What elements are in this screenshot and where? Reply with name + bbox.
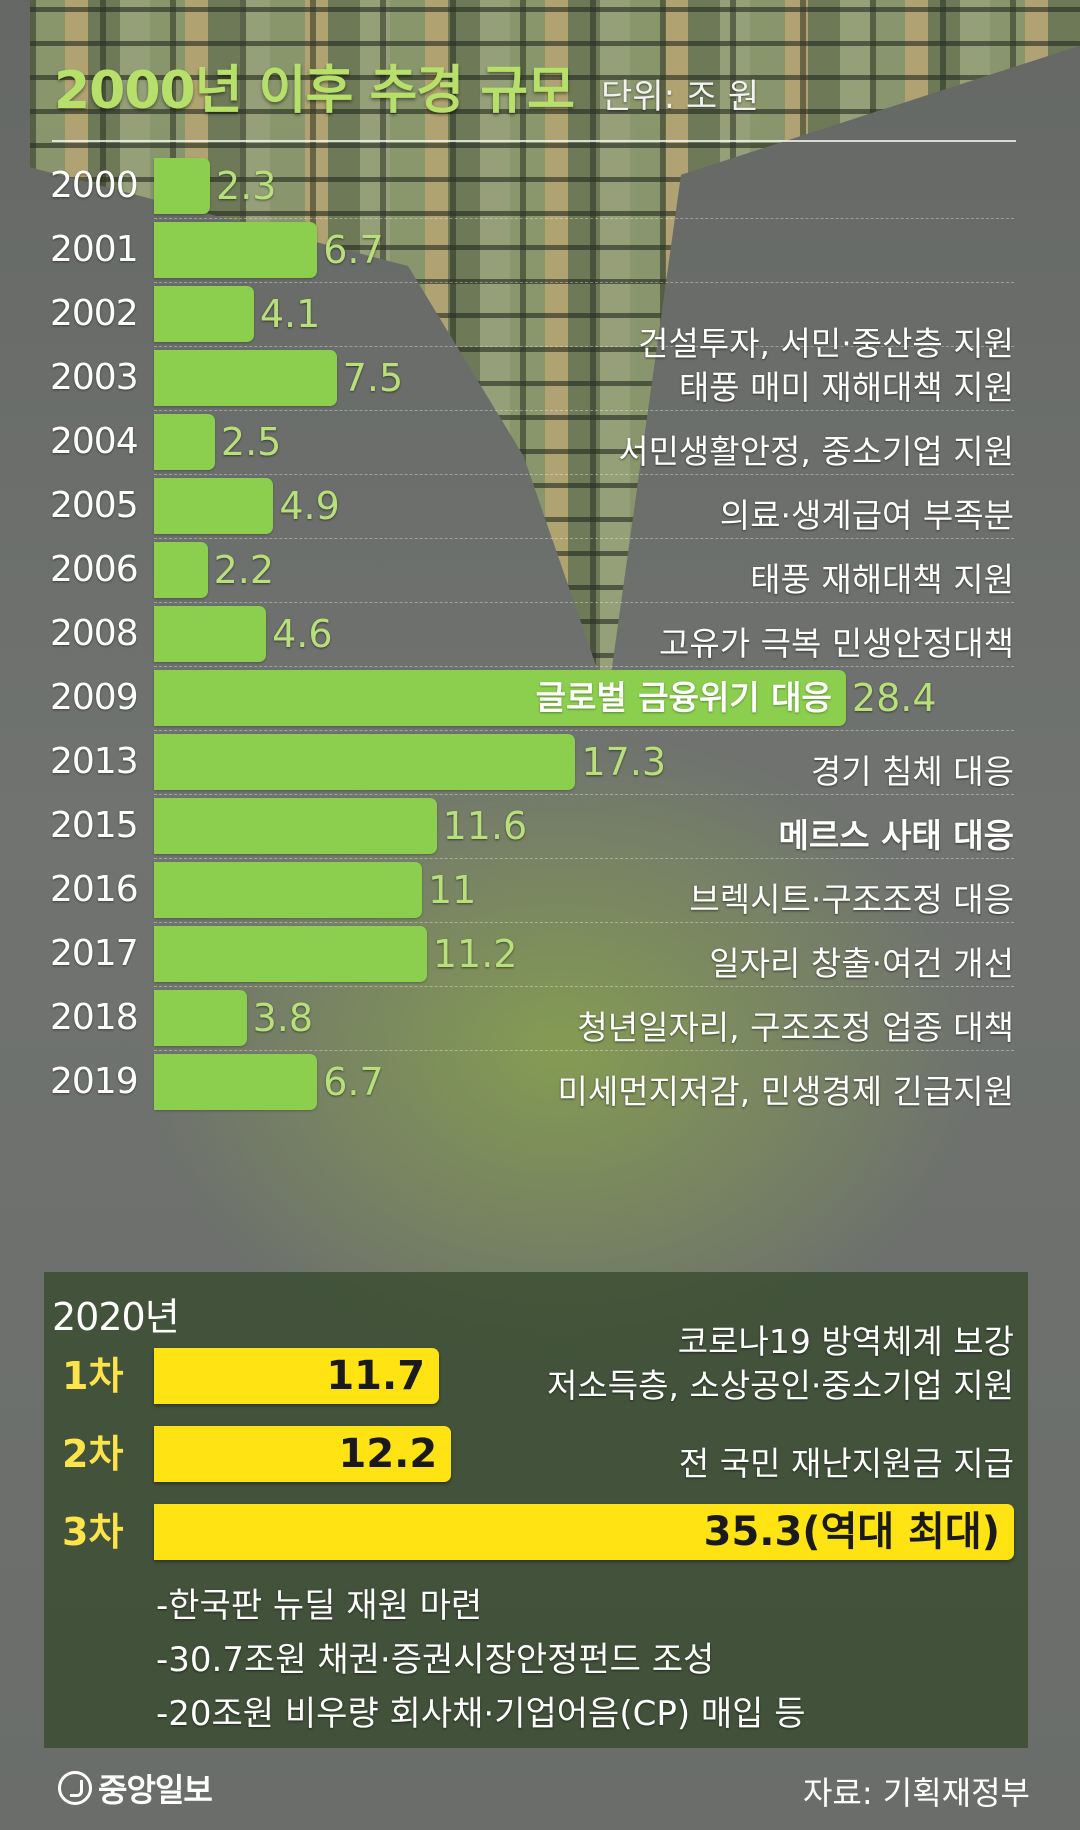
label-2020: 2020년 [52,1295,180,1339]
year-label: 2004 [50,421,139,462]
row-divider [154,346,1014,347]
detail-line: -20조원 비우량 회사채·기업어음(CP) 매입 등 [156,1694,806,1734]
year-label: 2009 [50,677,139,718]
value-label: 6.7 [323,1060,384,1104]
detail-line: -30.7조원 채권·증권시장안정펀드 조성 [156,1640,715,1680]
year-label: 2005 [50,485,139,526]
year-label: 2002 [50,293,139,334]
bar-2017 [154,926,427,982]
year-label: 2018 [50,997,139,1038]
annotation: 전 국민 재난지원금 지급 [678,1444,1014,1483]
row-divider [154,538,1014,539]
year-label: 2003 [50,357,139,398]
logo-text: 중앙일보 [98,1771,213,1809]
bar-2005 [154,478,274,534]
annotation: 고유가 극복 민생안정대책 [659,624,1014,663]
value-label: 11 [427,868,477,912]
annotation: 건설투자, 서민·중산층 지원 태풍 매미 재해대책 지원 [638,324,1014,407]
value-label: 7.5 [342,356,404,400]
round-label: 2차 [62,1432,124,1476]
annotation: 미세먼지저감, 민생경제 긴급지원 [557,1072,1014,1111]
value-label: 11.6 [442,804,528,848]
row-divider [154,218,1014,219]
round-label: 3차 [62,1510,124,1554]
chart-unit: 단위: 조 원 [601,77,760,117]
title-row: 2000년 이후 추경 규모 단위: 조 원 [54,48,759,123]
row-divider [154,730,1014,731]
row-divider [154,410,1014,411]
annotation: 의료·생계급여 부족분 [719,496,1014,535]
bar-2004 [154,414,215,470]
row-divider [154,282,1014,283]
value-label: 6.7 [323,228,384,272]
annotation: 태풍 재해대책 지원 [750,560,1014,599]
bar-2006 [154,542,208,598]
value-label: 11.2 [432,932,518,976]
annotation: 브렉시트·구조조정 대응 [689,880,1014,919]
row-divider [154,474,1014,475]
annotation: 메르스 사태 대응 [778,816,1015,855]
bar-2000 [154,158,211,214]
value-label: 4.1 [259,292,321,336]
bar-2013 [154,734,576,790]
year-label: 2015 [50,805,139,846]
source-note: 자료: 기획재정부 [802,1774,1030,1812]
bar-2016 [154,862,422,918]
value-label: 4.6 [272,612,333,656]
year-label: 2013 [50,741,139,782]
year-label: 2008 [50,613,139,654]
annotation: 경기 침체 대응 [810,752,1014,791]
year-label: 2017 [50,933,139,974]
year-label: 2000 [50,165,139,206]
annotation: 일자리 창출·여건 개선 [709,944,1014,983]
bar-2020-3 [154,1504,1014,1560]
chart-title: 2000년 이후 추경 규모 [54,61,575,121]
value-label: 3.8 [252,996,313,1040]
bar-2015 [154,798,437,854]
value-label: 2.2 [213,548,275,592]
year-label: 2016 [50,869,139,910]
bar-2018 [154,990,247,1046]
bar-2003 [154,350,337,406]
bar-2002 [154,286,254,342]
value-label: 17.3 [581,740,667,784]
value-label: 11.7 [326,1353,426,1399]
row-divider [154,794,1014,795]
annotation: 코로나19 방역체계 보강 저소득층, 소상공인·중소기업 지원 [547,1322,1014,1405]
logo-mark-icon [58,1771,92,1805]
round-label: 1차 [62,1354,124,1398]
year-label: 2019 [50,1061,139,1102]
value-label: 4.9 [279,484,340,528]
bar-2001 [154,222,318,278]
row-divider [154,1050,1014,1051]
value-label: 28.4 [851,676,937,720]
year-label: 2006 [50,549,139,590]
bar-2009 [154,670,846,726]
annotation: 서민생활안정, 중소기업 지원 [618,432,1014,471]
bar-2020-1 [154,1348,440,1404]
row-divider [154,602,1014,603]
row-divider [154,666,1014,667]
detail-line: -한국판 뉴딜 재원 마련 [156,1586,483,1626]
row-divider [154,986,1014,987]
row-divider [154,858,1014,859]
bar-2019 [154,1054,318,1110]
value-label: 2.5 [220,420,282,464]
publisher-logo: 중앙일보 [58,1768,213,1809]
bar-2008 [154,606,267,662]
title-divider [52,140,1016,142]
value-label: 2.3 [216,164,277,208]
value-label: 12.2 [338,1431,438,1477]
value-label: 35.3(역대 최대) [703,1509,1000,1555]
annotation: 청년일자리, 구조조정 업종 대책 [577,1008,1014,1047]
bar-2020-2 [154,1426,452,1482]
year-label: 2001 [50,229,139,270]
in-bar-note: 글로벌 금융위기 대응 [535,678,832,717]
row-divider [154,922,1014,923]
